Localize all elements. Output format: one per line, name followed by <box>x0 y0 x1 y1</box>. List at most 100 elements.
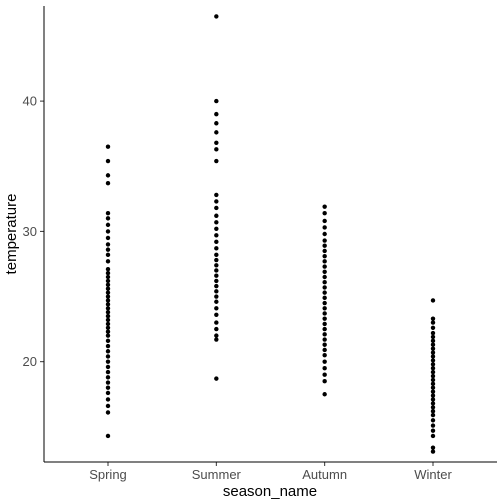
data-point-spring <box>106 211 110 215</box>
y-axis-title: temperature <box>3 194 20 275</box>
data-point-summer <box>214 327 218 331</box>
data-point-winter <box>431 370 435 374</box>
data-point-winter <box>431 423 435 427</box>
data-point-summer <box>214 199 218 203</box>
data-point-summer <box>214 99 218 103</box>
data-point-autumn <box>322 290 326 294</box>
data-point-summer <box>214 240 218 244</box>
data-point-summer <box>214 376 218 380</box>
data-point-autumn <box>322 392 326 396</box>
data-point-winter <box>431 354 435 358</box>
x-tick-label-autumn: Autumn <box>302 467 347 482</box>
data-point-autumn <box>322 275 326 279</box>
data-point-spring <box>106 283 110 287</box>
data-point-autumn <box>322 259 326 263</box>
data-point-winter <box>431 401 435 405</box>
data-point-summer <box>214 337 218 341</box>
data-point-winter <box>431 326 435 330</box>
data-point-spring <box>106 359 110 363</box>
data-point-autumn <box>322 348 326 352</box>
data-point-spring <box>106 380 110 384</box>
data-point-spring <box>106 397 110 401</box>
data-point-winter <box>431 393 435 397</box>
data-point-spring <box>106 223 110 227</box>
data-point-summer <box>214 294 218 298</box>
data-point-spring <box>106 306 110 310</box>
data-point-winter <box>431 362 435 366</box>
data-point-winter <box>431 331 435 335</box>
data-point-spring <box>106 236 110 240</box>
data-point-autumn <box>322 211 326 215</box>
data-point-summer <box>214 258 218 262</box>
data-point-winter <box>431 389 435 393</box>
data-point-autumn <box>322 225 326 229</box>
data-point-summer <box>214 306 218 310</box>
data-point-autumn <box>322 280 326 284</box>
data-point-winter <box>431 445 435 449</box>
data-point-winter <box>431 449 435 453</box>
data-point-summer <box>214 300 218 304</box>
data-point-autumn <box>322 332 326 336</box>
data-point-winter <box>431 434 435 438</box>
data-points <box>106 14 435 454</box>
data-point-spring <box>106 318 110 322</box>
data-point-spring <box>106 279 110 283</box>
data-point-winter <box>431 386 435 390</box>
data-point-spring <box>106 404 110 408</box>
x-tick-label-spring: Spring <box>89 467 127 482</box>
data-point-autumn <box>322 244 326 248</box>
data-point-summer <box>214 273 218 277</box>
data-point-summer <box>214 313 218 317</box>
data-point-autumn <box>322 219 326 223</box>
data-point-summer <box>214 159 218 163</box>
data-point-summer <box>214 268 218 272</box>
data-point-spring <box>106 322 110 326</box>
data-point-summer <box>214 147 218 151</box>
data-point-spring <box>106 247 110 251</box>
data-point-winter <box>431 346 435 350</box>
data-point-autumn <box>322 264 326 268</box>
data-point-winter <box>431 350 435 354</box>
data-point-winter <box>431 409 435 413</box>
data-point-spring <box>106 333 110 337</box>
data-point-autumn <box>322 327 326 331</box>
data-point-summer <box>214 289 218 293</box>
data-point-summer <box>214 233 218 237</box>
data-point-spring <box>106 298 110 302</box>
data-point-winter <box>431 343 435 347</box>
data-point-summer <box>214 284 218 288</box>
data-point-spring <box>106 173 110 177</box>
y-tick-label: 20 <box>23 354 37 369</box>
x-tick-label-winter: Winter <box>414 467 452 482</box>
data-point-summer <box>214 14 218 18</box>
data-point-summer <box>214 130 218 134</box>
data-point-winter <box>431 374 435 378</box>
data-point-spring <box>106 275 110 279</box>
data-point-spring <box>106 145 110 149</box>
data-point-autumn <box>322 285 326 289</box>
data-point-autumn <box>322 238 326 242</box>
data-point-summer <box>214 253 218 257</box>
data-point-winter <box>431 397 435 401</box>
data-point-winter <box>431 378 435 382</box>
data-point-summer <box>214 246 218 250</box>
data-point-spring <box>106 267 110 271</box>
data-point-spring <box>106 375 110 379</box>
data-point-spring <box>106 354 110 358</box>
data-point-spring <box>106 344 110 348</box>
data-point-summer <box>214 141 218 145</box>
data-point-autumn <box>322 306 326 310</box>
data-point-winter <box>431 335 435 339</box>
data-point-winter <box>431 429 435 433</box>
data-point-winter <box>431 320 435 324</box>
data-point-winter <box>431 339 435 343</box>
data-point-summer <box>214 121 218 125</box>
data-point-summer <box>214 112 218 116</box>
data-point-winter <box>431 405 435 409</box>
data-point-summer <box>214 227 218 231</box>
data-point-winter <box>431 418 435 422</box>
data-point-spring <box>106 365 110 369</box>
data-point-spring <box>106 349 110 353</box>
data-point-autumn <box>322 296 326 300</box>
